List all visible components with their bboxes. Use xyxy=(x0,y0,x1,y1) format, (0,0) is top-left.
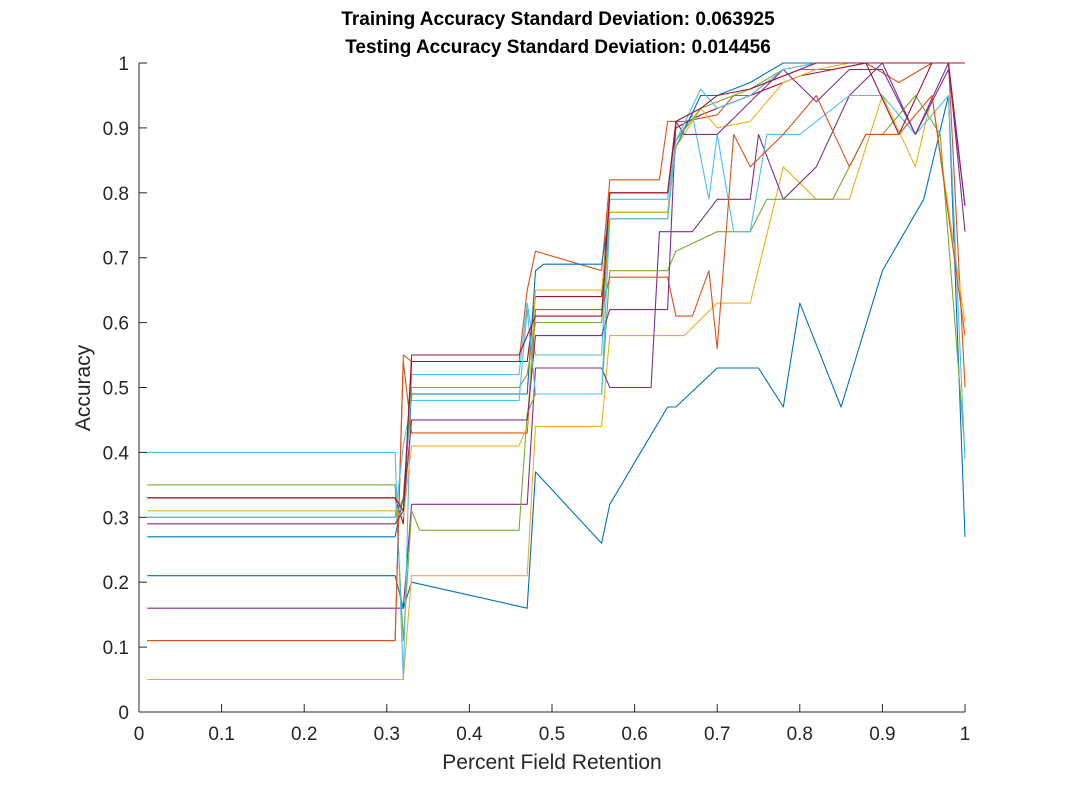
chart-title-line-1: Training Accuracy Standard Deviation: 0.… xyxy=(341,9,775,30)
x-tick-label: 0.2 xyxy=(291,724,317,745)
x-axis-label: Percent Field Retention xyxy=(442,751,661,774)
y-tick-label: 0.6 xyxy=(103,314,129,335)
x-tick-label: 0.8 xyxy=(787,724,813,745)
x-tick-label: 0.1 xyxy=(208,724,234,745)
x-tick-label: 0 xyxy=(134,724,145,745)
series-line-9 xyxy=(147,94,966,642)
x-tick-label: 0.4 xyxy=(456,724,483,745)
y-tick-label: 0.7 xyxy=(103,249,129,270)
x-tick-label: 0.6 xyxy=(621,724,647,745)
series-line-1 xyxy=(147,94,966,609)
series-line-2 xyxy=(147,62,966,642)
x-tick-label: 0.5 xyxy=(539,724,565,745)
series-line-6 xyxy=(147,94,966,681)
y-tick-label: 0.1 xyxy=(103,638,129,659)
axes xyxy=(138,63,965,713)
chart-title-line-2: Testing Accuracy Standard Deviation: 0.0… xyxy=(345,37,771,58)
series-line-4 xyxy=(147,62,966,609)
series-group xyxy=(147,62,966,681)
y-axis-label: Accuracy xyxy=(72,344,95,431)
y-tick-label: 0.9 xyxy=(103,119,129,140)
series-line-10 xyxy=(147,62,965,518)
y-tick-label: 0.2 xyxy=(103,573,129,594)
x-tick-label: 0.9 xyxy=(869,724,895,745)
y-tick-label: 0.5 xyxy=(103,379,129,400)
y-tick-label: 0 xyxy=(118,703,129,724)
series-line-3 xyxy=(147,94,966,681)
series-line-14 xyxy=(147,62,965,512)
y-tick-label: 0.8 xyxy=(103,184,129,205)
x-ticks: 0 0.1 0.2 0.3 0.4 0.5 0.6 0.7 0.8 0.9 1 xyxy=(134,704,971,745)
y-tick-label: 0.4 xyxy=(103,443,130,464)
x-tick-label: 1 xyxy=(960,724,971,745)
x-tick-label: 0.7 xyxy=(704,724,730,745)
series-line-11 xyxy=(147,68,966,525)
series-line-7 xyxy=(147,62,966,525)
series-line-8 xyxy=(147,62,965,538)
y-tick-label: 1 xyxy=(118,54,129,75)
x-tick-label: 0.3 xyxy=(374,724,400,745)
y-ticks: 0 0.1 0.2 0.3 0.4 0.5 0.6 0.7 0.8 0.9 1 xyxy=(103,54,147,724)
y-tick-label: 0.3 xyxy=(103,508,129,529)
